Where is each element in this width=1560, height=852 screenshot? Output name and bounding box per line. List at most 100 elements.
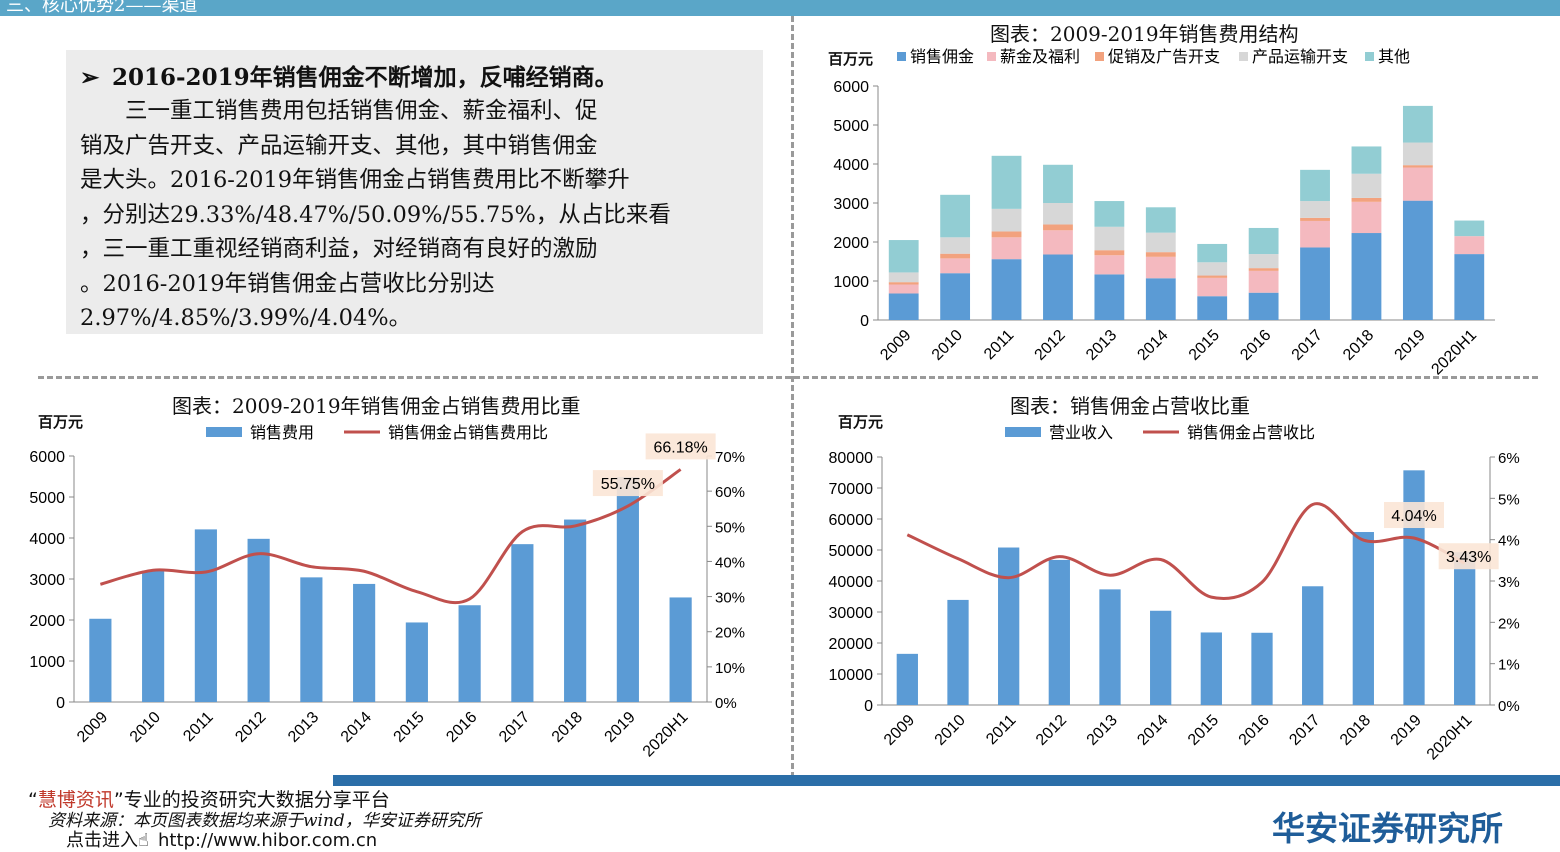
x-tick-label: 2017 — [1286, 712, 1323, 749]
bar-segment — [1351, 201, 1382, 234]
x-tick-label: 2020H1 — [1424, 712, 1476, 764]
y2-tick-label: 40% — [715, 554, 745, 571]
legend-label: 营业收入 — [1049, 424, 1113, 442]
footer-bar — [333, 775, 1560, 786]
summary-line: 销及广告开支、产品运输开支、其他，其中销售佣金 — [80, 132, 598, 159]
hibor-link[interactable]: 点击进入☝ http://www.hibor.com.cn — [66, 826, 377, 852]
bar — [458, 605, 481, 702]
y2-tick-label: 0% — [1498, 698, 1520, 715]
summary-textbox: ➢ 2016-2019年销售佣金不断增加，反哺经销商。 三一重工销售费用包括销售佣… — [66, 50, 763, 334]
legend-label: 薪金及福利 — [1000, 48, 1080, 66]
y-tick-label: 2000 — [29, 613, 65, 630]
bar-segment — [1094, 255, 1125, 275]
y-tick-label: 80000 — [829, 450, 874, 467]
legend-swatch — [987, 52, 996, 61]
bar-segment — [1300, 201, 1330, 218]
bar-segment — [1145, 207, 1176, 233]
ratio-line — [99, 468, 682, 605]
summary-line: ，分别达29.33%/48.47%/50.09%/55.75%，从占比来看 — [80, 201, 671, 228]
bar-segment — [1351, 197, 1382, 202]
legend-label: 促销及广告开支 — [1108, 48, 1220, 66]
bar — [669, 597, 692, 702]
data-label-box — [592, 470, 663, 497]
bar-segment — [888, 240, 919, 273]
bar-segment — [1300, 247, 1330, 320]
data-label: 4.04% — [1391, 508, 1436, 525]
bar — [564, 519, 587, 702]
y-tick-label: 0 — [864, 698, 873, 715]
data-source-note: 资料来源：本页图表数据均来源于wind，华安证券研究所 — [48, 811, 481, 831]
bar-segment — [1094, 274, 1125, 320]
pointer-hand-icon: ☝ — [138, 830, 149, 851]
bar-segment — [940, 258, 971, 274]
y-tick-label: 50000 — [829, 543, 874, 560]
bar-segment — [940, 194, 971, 238]
y-tick-label: 3000 — [833, 196, 869, 213]
summary-line: 。2016-2019年销售佣金占营收比分别达 — [80, 270, 495, 297]
summary-heading-text: 2016-2019年销售佣金不断增加，反哺经销商。 — [112, 64, 618, 91]
legend-swatch — [1365, 52, 1374, 61]
y2-tick-label: 6% — [1498, 450, 1520, 467]
bar — [1352, 532, 1374, 705]
bar — [353, 583, 376, 702]
y2-tick-label: 3% — [1498, 574, 1520, 591]
bar-segment — [1402, 167, 1433, 201]
y-tick-label: 40000 — [829, 574, 874, 591]
y-tick-label: 10000 — [829, 667, 874, 684]
bar-segment — [1043, 230, 1073, 255]
y-tick-label: 30000 — [829, 605, 874, 622]
bar — [1251, 632, 1273, 705]
bar-segment — [991, 231, 1022, 238]
bar — [1454, 552, 1476, 705]
bar-segment — [991, 237, 1022, 260]
y-tick-label: 5000 — [29, 490, 65, 507]
summary-line: ，三一重工重视经销商利益，对经销商有良好的激励 — [80, 236, 598, 262]
bar — [1403, 470, 1425, 705]
hibor-link-url[interactable]: http://www.hibor.com.cn — [158, 830, 378, 851]
bar-segment — [1454, 220, 1485, 237]
y2-tick-label: 70% — [715, 449, 745, 466]
bar — [616, 476, 639, 702]
y-tick-label: 2000 — [833, 235, 869, 252]
y-tick-label: 6000 — [833, 79, 869, 96]
y-tick-label: 6000 — [29, 449, 65, 466]
y2-tick-label: 10% — [715, 660, 745, 677]
x-tick-label: 2016 — [1236, 712, 1273, 749]
bar-segment — [888, 272, 919, 283]
x-tick-label: 2015 — [1185, 712, 1222, 749]
bar-segment — [1248, 268, 1279, 271]
y-tick-label: 4000 — [29, 531, 65, 548]
bar-segment — [991, 259, 1022, 320]
bar — [1048, 559, 1070, 705]
y-tick-label: 0 — [860, 313, 869, 330]
y2-tick-label: 2% — [1498, 615, 1520, 632]
bar-segment — [1402, 142, 1433, 166]
x-tick-label: 2019 — [1388, 712, 1425, 749]
bar — [89, 618, 112, 702]
bar-segment — [1145, 256, 1176, 279]
data-label-box — [1384, 502, 1444, 529]
bar-segment — [1043, 224, 1073, 231]
legend-label: 其他 — [1378, 48, 1410, 66]
y-tick-label: 4000 — [833, 157, 869, 174]
revenue-ratio-chart-title: 图表：销售佣金占营收比重 — [1010, 394, 1250, 418]
y2-tick-label: 4% — [1498, 533, 1520, 550]
x-tick-label: 2012 — [1033, 712, 1070, 749]
bar-segment — [1145, 252, 1176, 257]
legend-swatch — [206, 427, 242, 437]
structure-chart-title: 图表：2009-2019年销售费用结构 — [990, 22, 1299, 46]
bar — [1200, 632, 1222, 705]
y2-tick-label: 1% — [1498, 657, 1520, 674]
y-tick-label: 0 — [56, 695, 65, 712]
bar-segment — [1145, 232, 1176, 253]
section-title: 三、核心优势2——渠道 — [6, 0, 198, 16]
y-tick-label: 1000 — [29, 654, 65, 671]
bar-segment — [1043, 254, 1073, 320]
header-bar: 三、核心优势2——渠道 — [0, 0, 1560, 16]
x-tick-label: 2010 — [932, 712, 969, 749]
bar-segment — [1351, 173, 1382, 198]
bar-segment — [1248, 227, 1279, 255]
bar-segment — [888, 293, 919, 320]
data-label: 55.75% — [601, 476, 655, 493]
